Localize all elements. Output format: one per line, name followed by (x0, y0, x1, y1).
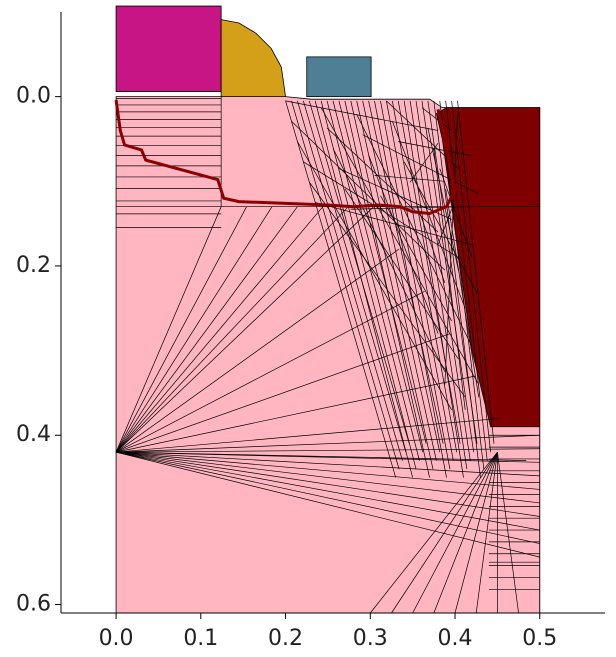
mesh (115, 96, 541, 614)
mesh-edge (362, 100, 441, 453)
mesh-edge (116, 375, 476, 453)
mesh-edge (380, 195, 452, 322)
mesh-edge (116, 451, 540, 531)
mesh-edge (115, 451, 540, 558)
mesh-edge (439, 100, 485, 470)
x-tick-label: 0.4 (438, 626, 473, 651)
mesh-edge (421, 107, 452, 131)
mesh-edge (421, 100, 475, 453)
mesh-edge (115, 206, 247, 453)
mesh-edge (415, 100, 471, 461)
mesh-edge (433, 452, 498, 614)
axes: 0.0 0.1 0.2 0.3 0.4 0.5 0.0 0.2 0.4 0.6 (16, 12, 605, 651)
mesh-edge (445, 188, 480, 398)
mesh-edge (403, 161, 480, 296)
mesh-edge (391, 451, 498, 614)
mesh-edge (116, 417, 501, 453)
junction-line (114, 99, 457, 215)
x-tick-label: 0.5 (522, 626, 557, 651)
mesh-edge (115, 206, 273, 453)
mesh-edge (332, 100, 424, 453)
x-tick-label: 0.1 (183, 626, 218, 651)
y-tick-label: 0.2 (16, 253, 51, 278)
mesh-edge (115, 248, 400, 453)
mesh-edge (433, 100, 481, 478)
mesh-edge (397, 100, 461, 444)
mesh-edge (116, 451, 540, 463)
mesh-edge (437, 209, 452, 245)
region (115, 5, 222, 92)
x-tick-label: 0.3 (353, 626, 388, 651)
mesh-edge (368, 154, 439, 334)
mesh-edge (427, 127, 459, 271)
region (220, 19, 287, 98)
mesh-edge (374, 100, 447, 478)
plot-area (115, 5, 541, 614)
mesh-edge (116, 451, 540, 544)
mesh-edge (445, 100, 488, 461)
mesh-edge (380, 100, 451, 470)
mesh-edge (115, 206, 222, 453)
mesh-edge (497, 452, 519, 614)
overlay (114, 99, 457, 215)
y-tick-label: 0.0 (16, 84, 51, 109)
mesh-edge (356, 100, 437, 461)
mesh-edge (332, 148, 446, 372)
mesh-edge (115, 333, 451, 453)
mesh-edge (297, 100, 403, 461)
mesh-edge (115, 291, 425, 453)
region (306, 56, 372, 98)
y-tick-label: 0.4 (16, 422, 51, 447)
mesh-edge (291, 120, 446, 271)
mesh-edge (362, 134, 479, 195)
mesh-edge (370, 451, 498, 614)
mesh-edge (326, 100, 420, 461)
x-tick-label: 0.0 (99, 626, 134, 651)
mesh-edge (391, 100, 458, 453)
mesh-edge (320, 100, 417, 470)
mesh-edge (374, 175, 445, 182)
mesh-edge (116, 448, 540, 453)
mesh-edge (344, 100, 430, 478)
mesh-edge (116, 434, 540, 453)
mesh-edge (444, 114, 458, 385)
mesh-edge (115, 206, 349, 453)
mesh-edge (115, 206, 324, 453)
mesh-edge (326, 127, 439, 233)
mesh-edge (338, 100, 427, 444)
mesh-edge (285, 100, 397, 478)
mesh-edge (451, 100, 491, 453)
region (435, 107, 541, 428)
mesh-edge (115, 206, 374, 453)
mesh-edge (303, 100, 407, 453)
mesh-edge (409, 100, 468, 470)
mesh-edge (315, 202, 473, 246)
mesh-edge (409, 143, 439, 183)
x-tick-label: 0.2 (268, 626, 303, 651)
mesh-edge (403, 100, 464, 478)
mesh-edge (116, 451, 540, 490)
mesh-edge (415, 202, 446, 283)
mesh-edge (314, 100, 413, 478)
mesh-edge (116, 451, 540, 477)
mesh-edge (439, 168, 473, 258)
mesh-edge (386, 100, 454, 461)
mesh-edge (368, 100, 444, 444)
mesh-edge (412, 452, 498, 614)
mesh-edge (115, 206, 298, 453)
mesh-edge (454, 452, 498, 614)
mesh-edge (475, 452, 498, 614)
y-tick-label: 0.6 (16, 592, 51, 617)
mesh-edge (457, 100, 495, 444)
mesh-edge (350, 100, 434, 470)
